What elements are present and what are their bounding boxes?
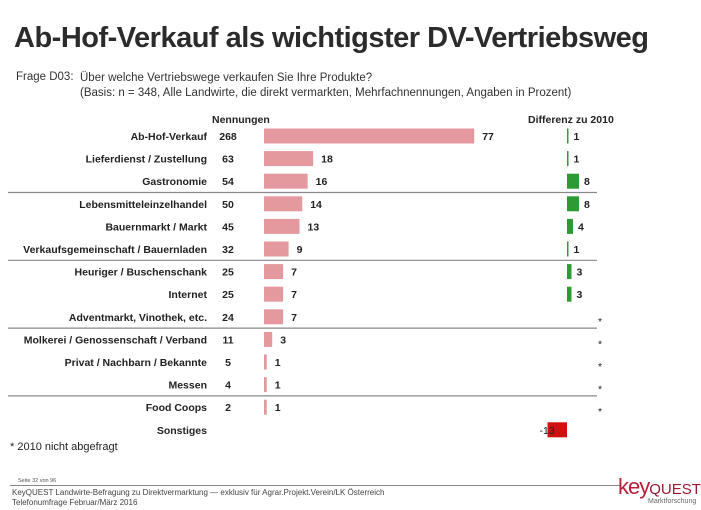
- question-label: Frage D03:: [16, 71, 74, 83]
- count-label: 50: [222, 199, 234, 211]
- footer-line-1: KeyQUEST Landwirte-Befragung zu Direktve…: [12, 488, 385, 497]
- question-line-2: (Basis: n = 348, Alle Landwirte, die dir…: [80, 87, 572, 99]
- category-label: Ab-Hof-Verkauf: [131, 131, 208, 143]
- percent-label: 14: [310, 199, 322, 211]
- not-asked-marker: *: [598, 361, 602, 373]
- percent-label: 7: [291, 312, 297, 324]
- category-label: Bauernmarkt / Markt: [105, 221, 207, 233]
- category-label: Food Coops: [146, 402, 207, 414]
- percent-label: 1: [275, 380, 281, 392]
- percent-bar: [264, 377, 267, 393]
- footnote: * 2010 nicht abgefragt: [10, 441, 118, 453]
- diff-label: 8: [584, 199, 590, 211]
- keyquest-logo: keyQUEST Marktforschung: [618, 474, 701, 505]
- percent-bar: [264, 264, 284, 280]
- diff-label: 3: [577, 267, 583, 279]
- question-line-1: Über welche Vertriebswege verkaufen Sie …: [80, 72, 373, 84]
- diff-label: 3: [577, 289, 583, 301]
- category-label: Heuriger / Buschenschank: [75, 267, 208, 279]
- percent-bar: [264, 128, 475, 144]
- category-label: Messen: [168, 380, 207, 392]
- diff-label: 8: [584, 176, 590, 188]
- percent-bar: [264, 173, 308, 189]
- percent-bar: [264, 286, 284, 302]
- page-title: Ab-Hof-Verkauf als wichtigster DV-Vertri…: [14, 22, 649, 54]
- percent-label: 18: [321, 154, 333, 166]
- diff-bar-positive: [567, 286, 572, 302]
- percent-label: 77: [482, 131, 494, 143]
- diff-label: -13: [540, 425, 555, 437]
- count-label: 25: [222, 289, 234, 301]
- diff-label: 4: [578, 221, 584, 233]
- percent-label: 7: [291, 267, 297, 279]
- not-asked-marker: *: [598, 338, 602, 350]
- count-label: 32: [222, 244, 234, 256]
- percent-bar: [264, 218, 300, 234]
- not-asked-marker: *: [598, 406, 602, 418]
- category-label: Adventmarkt, Vinothek, etc.: [69, 312, 207, 324]
- diff-bar-negative: [547, 422, 567, 438]
- category-label: Lebensmitteleinzelhandel: [79, 199, 207, 211]
- percent-label: 3: [280, 334, 286, 346]
- count-label: 268: [219, 131, 237, 143]
- percent-bar: [264, 151, 314, 167]
- count-label: 25: [222, 267, 234, 279]
- diff-bar-positive: [567, 196, 579, 212]
- footer-divider: [10, 485, 620, 486]
- count-label: 54: [222, 176, 234, 188]
- diff-bar-positive: [567, 241, 569, 257]
- logo-subtitle: Marktforschung: [648, 498, 697, 505]
- count-label: 2: [225, 402, 231, 414]
- count-label: 63: [222, 154, 234, 166]
- diff-bar-positive: [567, 151, 569, 167]
- count-label: 11: [222, 334, 233, 346]
- count-label: 24: [222, 312, 234, 324]
- not-asked-marker: *: [598, 384, 602, 396]
- category-label: Verkaufsgemeinschaft / Bauernladen: [23, 244, 207, 256]
- column-header-nennungen: Nennungen: [212, 114, 270, 126]
- logo-key: key: [618, 474, 650, 499]
- percent-label: 9: [297, 244, 303, 256]
- footer-line-2: Telefonumfrage Februar/März 2016: [12, 498, 138, 507]
- diff-bar-positive: [567, 218, 573, 234]
- category-label: Internet: [168, 289, 207, 301]
- footer-text: KeyQUEST Landwirte-Befragung zu Direktve…: [12, 488, 384, 508]
- not-asked-marker: *: [598, 316, 602, 328]
- percent-label: 13: [307, 221, 319, 233]
- percent-bar: [264, 241, 289, 257]
- percent-label: 1: [275, 402, 281, 414]
- count-label: 5: [225, 357, 231, 369]
- category-label: Gastronomie: [142, 176, 207, 188]
- percent-bar: [264, 399, 267, 415]
- percent-bar: [264, 354, 267, 370]
- count-label: 45: [222, 221, 234, 233]
- percent-label: 1: [275, 357, 281, 369]
- count-label: 4: [225, 380, 231, 392]
- percent-label: 7: [291, 289, 297, 301]
- percent-bar: [264, 331, 273, 347]
- diff-label: 1: [574, 154, 580, 166]
- page-number: Seite 32 von 96: [18, 478, 57, 484]
- diff-label: 1: [574, 244, 580, 256]
- percent-bar: [264, 196, 303, 212]
- diff-bar-positive: [567, 128, 569, 144]
- diff-bar-positive: [567, 173, 579, 189]
- diff-label: 1: [574, 131, 580, 143]
- diff-bar-positive: [567, 264, 572, 280]
- percent-label: 16: [316, 176, 328, 188]
- question-text: Über welche Vertriebswege verkaufen Sie …: [80, 71, 571, 101]
- column-header-differenz: Differenz zu 2010: [528, 114, 614, 126]
- category-label: Lieferdienst / Zustellung: [86, 154, 207, 166]
- category-label: Molkerei / Genossenschaft / Verband: [24, 334, 207, 346]
- percent-bar: [264, 309, 284, 325]
- category-label: Privat / Nachbarn / Bekannte: [65, 357, 208, 369]
- logo-quest: QUEST: [649, 481, 701, 498]
- category-label: Sonstiges: [157, 425, 207, 437]
